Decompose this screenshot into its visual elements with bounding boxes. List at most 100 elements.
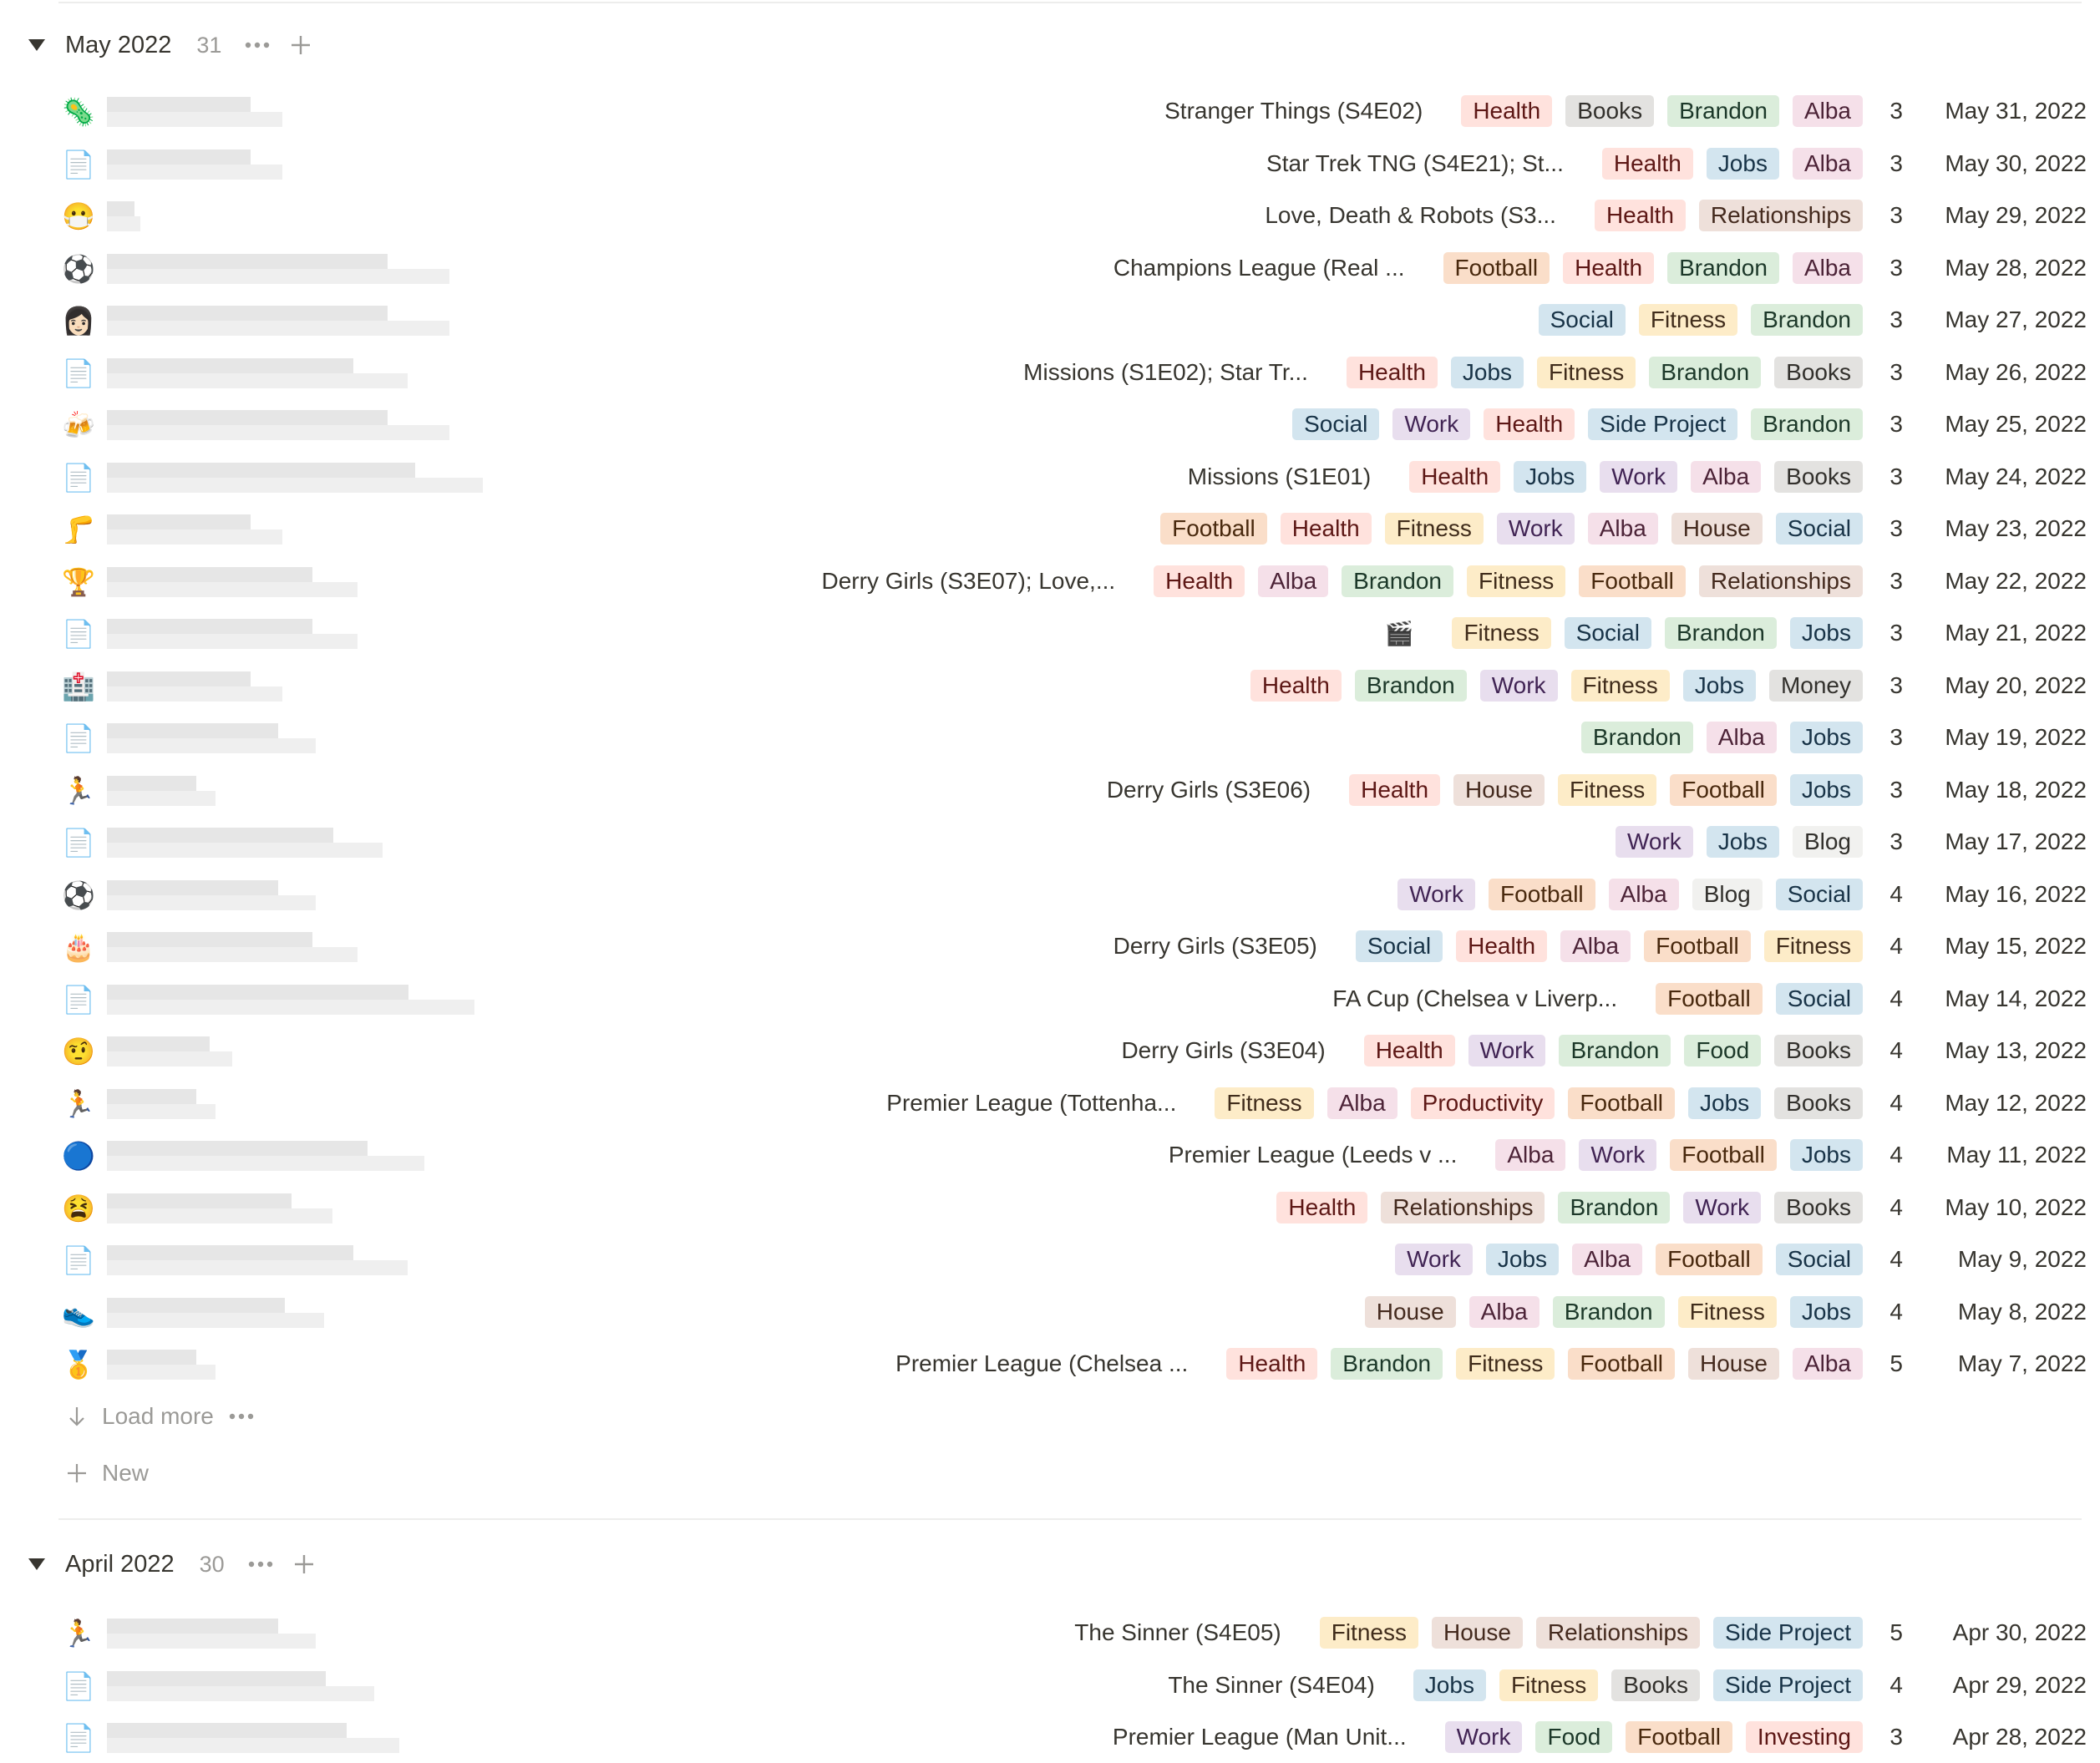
tag-work[interactable]: Work xyxy=(1600,461,1678,493)
tag-brandon[interactable]: Brandon xyxy=(1649,357,1762,388)
media-cell[interactable]: Premier League (Tottenha... xyxy=(886,1090,1177,1116)
page-icon[interactable]: 🥇 xyxy=(62,1350,95,1380)
tag-house[interactable]: House xyxy=(1453,774,1545,806)
tag-social[interactable]: Social xyxy=(1775,1244,1863,1275)
tag-health[interactable]: Health xyxy=(1226,1348,1318,1380)
tag-blog[interactable]: Blog xyxy=(1792,826,1863,858)
tag-football[interactable]: Football xyxy=(1670,774,1777,806)
page-icon[interactable]: 🏃 xyxy=(62,776,95,806)
media-cell[interactable]: Premier League (Leeds v ... xyxy=(1168,1142,1458,1168)
blurred-title[interactable] xyxy=(107,619,358,649)
page-icon[interactable]: 🏥 xyxy=(62,671,95,702)
tag-work[interactable]: Work xyxy=(1395,1244,1473,1275)
tag-fitness[interactable]: Fitness xyxy=(1215,1087,1314,1119)
tags-cell[interactable]: Health House Fitness Football Jobs xyxy=(1336,774,1863,806)
table-row[interactable]: 👩🏻 Social Fitness Brandon 3 May 27, 2022 xyxy=(0,294,2100,346)
table-row[interactable]: 😷 Love, Death & Robots (S3... Health Relati… xyxy=(0,190,2100,241)
tag-fitness[interactable]: Fitness xyxy=(1319,1617,1418,1649)
table-row[interactable]: 🍻 Social Work Health Side Project Brandon 3 May… xyxy=(0,398,2100,450)
tag-alba[interactable]: Alba xyxy=(1792,1348,1863,1380)
table-row[interactable]: 🏃 Premier League (Tottenha... Fitness Alba P… xyxy=(0,1077,2100,1129)
media-cell[interactable]: Star Trek TNG (S4E21); St... xyxy=(1266,150,1564,176)
tags-cell[interactable]: Jobs Fitness Books Side Project xyxy=(1400,1669,1863,1701)
blurred-title[interactable] xyxy=(107,1619,316,1649)
tag-alba[interactable]: Alba xyxy=(1326,1087,1397,1119)
tag-food[interactable]: Food xyxy=(1535,1721,1613,1753)
tag-health[interactable]: Health xyxy=(1484,408,1575,440)
tag-jobs[interactable]: Jobs xyxy=(1688,1087,1762,1119)
media-cell[interactable]: Derry Girls (S3E06) xyxy=(1106,777,1311,803)
more-options-icon[interactable] xyxy=(229,1413,254,1420)
blurred-title[interactable] xyxy=(107,1723,399,1753)
page-icon[interactable]: 🍻 xyxy=(62,410,95,440)
tag-alba[interactable]: Alba xyxy=(1792,148,1863,180)
blurred-title[interactable] xyxy=(107,567,358,597)
tag-brandon[interactable]: Brandon xyxy=(1342,565,1454,597)
table-row[interactable]: 🏥 Health Brandon Work Fitness Jobs Money 3 May 2… xyxy=(0,660,2100,712)
tags-cell[interactable]: Health Work Brandon Food Books xyxy=(1351,1035,1863,1066)
tags-cell[interactable]: Football Health Fitness Work Alba House Social xyxy=(1147,513,1863,545)
page-icon[interactable]: 🤨 xyxy=(62,1036,95,1066)
page-icon[interactable]: 📄 xyxy=(62,358,95,388)
tag-football[interactable]: Football xyxy=(1644,930,1751,962)
tag-football[interactable]: Football xyxy=(1443,252,1550,284)
table-row[interactable]: 👟 House Alba Brandon Fitness Jobs 4 May 8, 2022 xyxy=(0,1286,2100,1338)
tag-health[interactable]: Health xyxy=(1280,513,1372,545)
tag-house[interactable]: House xyxy=(1364,1296,1456,1328)
page-icon[interactable]: 📄 xyxy=(62,1723,95,1753)
tag-house[interactable]: House xyxy=(1688,1348,1779,1380)
tags-cell[interactable]: Health Jobs Work Alba Books xyxy=(1396,461,1863,493)
blurred-title[interactable] xyxy=(107,410,449,440)
tag-work[interactable]: Work xyxy=(1479,670,1558,702)
tags-cell[interactable]: Work Football Alba Blog Social xyxy=(1384,879,1863,910)
tags-cell[interactable]: Health Brandon Work Fitness Jobs Money xyxy=(1237,670,1863,702)
table-row[interactable]: 😫 Health Relationships Brandon Work Books 4 May… xyxy=(0,1182,2100,1234)
tags-cell[interactable]: Alba Work Football Jobs xyxy=(1482,1139,1863,1171)
table-row[interactable]: 📄 Premier League (Man Unit... Work Food Foot… xyxy=(0,1711,2100,1763)
page-icon[interactable]: 🦠 xyxy=(62,97,95,127)
tag-fitness[interactable]: Fitness xyxy=(1384,513,1484,545)
collapse-toggle-icon[interactable] xyxy=(27,1554,47,1574)
tag-jobs[interactable]: Jobs xyxy=(1413,1669,1486,1701)
tags-cell[interactable]: Social Health Alba Football Fitness xyxy=(1342,930,1863,962)
page-icon[interactable]: 📄 xyxy=(62,463,95,493)
tag-fitness[interactable]: Fitness xyxy=(1537,357,1636,388)
blurred-title[interactable] xyxy=(107,358,408,388)
tag-books[interactable]: Books xyxy=(1774,1035,1863,1066)
tag-jobs[interactable]: Jobs xyxy=(1450,357,1524,388)
blurred-title[interactable] xyxy=(107,306,449,336)
tag-alba[interactable]: Alba xyxy=(1706,722,1777,753)
tag-work[interactable]: Work xyxy=(1496,513,1575,545)
tag-brandon[interactable]: Brandon xyxy=(1667,95,1779,127)
tag-health[interactable]: Health xyxy=(1349,774,1441,806)
tag-books[interactable]: Books xyxy=(1611,1669,1701,1701)
table-row[interactable]: 📄 FA Cup (Chelsea v Liverp... Football Soci… xyxy=(0,973,2100,1025)
tag-books[interactable]: Books xyxy=(1774,461,1863,493)
table-row[interactable]: 📄 Star Trek TNG (S4E21); St... Health Jobs A… xyxy=(0,138,2100,190)
tag-brandon[interactable]: Brandon xyxy=(1558,1192,1671,1223)
table-row[interactable]: 🎂 Derry Girls (S3E05) Social Health Alba Foot… xyxy=(0,920,2100,972)
page-icon[interactable]: 📄 xyxy=(62,149,95,180)
tag-alba[interactable]: Alba xyxy=(1468,1296,1539,1328)
tags-cell[interactable]: Social Work Health Side Project Brandon xyxy=(1279,408,1863,440)
blurred-title[interactable] xyxy=(107,201,140,231)
tag-social[interactable]: Social xyxy=(1538,304,1626,336)
tag-fitness[interactable]: Fitness xyxy=(1763,930,1863,962)
blurred-title[interactable] xyxy=(107,880,316,910)
page-icon[interactable]: 🎂 xyxy=(62,932,95,962)
tags-cell[interactable]: Health Relationships xyxy=(1581,200,1863,231)
tag-fitness[interactable]: Fitness xyxy=(1638,304,1738,336)
tag-work[interactable]: Work xyxy=(1397,879,1476,910)
page-icon[interactable]: 📄 xyxy=(62,1245,95,1275)
page-icon[interactable]: ⚽ xyxy=(62,254,95,284)
blurred-title[interactable] xyxy=(107,1089,216,1119)
tag-alba[interactable]: Alba xyxy=(1258,565,1329,597)
page-icon[interactable]: 👩🏻 xyxy=(62,306,95,336)
tag-football[interactable]: Football xyxy=(1656,983,1763,1015)
tag-social[interactable]: Social xyxy=(1355,930,1443,962)
tag-football[interactable]: Football xyxy=(1626,1721,1732,1753)
blurred-title[interactable] xyxy=(107,463,483,493)
tags-cell[interactable]: Social Fitness Brandon xyxy=(1525,304,1863,336)
tag-side-project[interactable]: Side Project xyxy=(1713,1669,1863,1701)
tag-work[interactable]: Work xyxy=(1392,408,1471,440)
